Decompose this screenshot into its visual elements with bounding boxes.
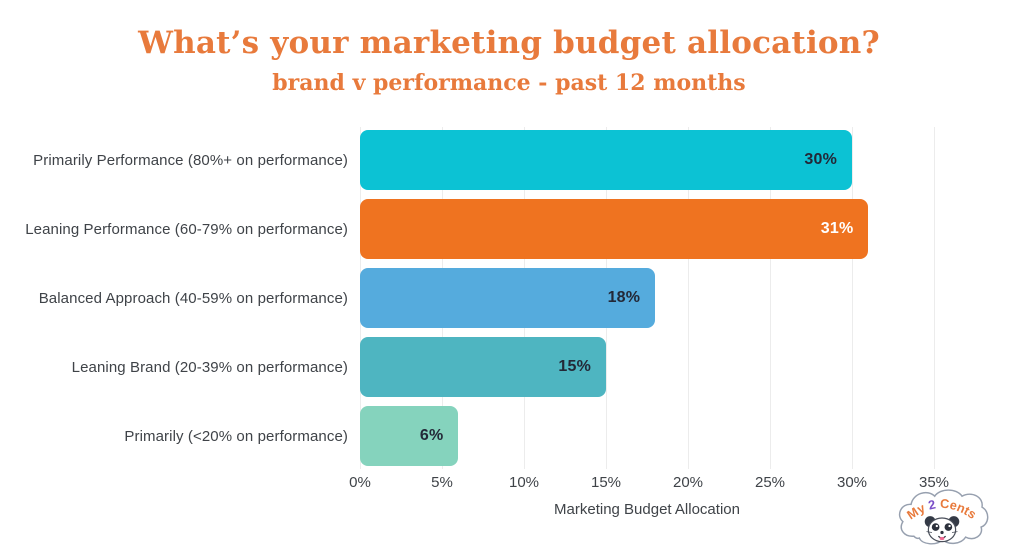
gridline — [934, 127, 935, 469]
chart-row: Leaning Performance (60-79% on performan… — [0, 199, 1018, 259]
gridline — [688, 127, 689, 469]
bar-value-label: 6% — [419, 427, 444, 444]
x-tick-label: 0% — [349, 474, 371, 491]
chart-subtitle: brand v performance - past 12 months — [272, 69, 746, 96]
bar-value-label: 30% — [804, 151, 837, 168]
category-label: Primarily Performance (80%+ on performan… — [33, 151, 348, 169]
bar-track: 31% — [360, 199, 990, 259]
x-tick-label: 15% — [590, 474, 622, 491]
category-label: Leaning Performance (60-79% on performan… — [25, 220, 348, 238]
bar: 31% — [360, 199, 869, 259]
bar-track: 30% — [360, 130, 990, 190]
bar-value-label: 31% — [820, 220, 854, 237]
x-tick-label: 35% — [918, 474, 950, 491]
x-tick-label: 25% — [754, 474, 786, 491]
category-label: Balanced Approach (40-59% on performance… — [38, 289, 348, 307]
bar-track: 18% — [360, 268, 990, 328]
chart-row: Primarily Performance (80%+ on performan… — [0, 130, 1018, 190]
x-tick-label: 20% — [672, 474, 704, 491]
bar: 18% — [360, 268, 656, 328]
my-2-cents-logo: My 2 Cents — [892, 485, 992, 556]
bar-rows: Primarily Performance (80%+ on performan… — [0, 130, 1018, 466]
x-tick-label: 30% — [836, 474, 868, 491]
bar: 15% — [360, 337, 606, 397]
chart-row: Balanced Approach (40-59% on performance… — [0, 268, 1018, 328]
bar-value-label: 18% — [607, 289, 641, 306]
x-tick-label: 10% — [508, 474, 540, 491]
bar-chart: Primarily Performance (80%+ on performan… — [0, 127, 1018, 518]
x-axis: 0% 5% 10% 15% 20% 25% 30% 35% — [349, 474, 990, 494]
chart-header: What’s your marketing budget allocation?… — [0, 0, 1018, 96]
bar-track: 15% — [360, 337, 990, 397]
bar: 6% — [360, 406, 459, 466]
gridline — [770, 127, 771, 469]
x-tick-label: 5% — [431, 474, 453, 491]
logo-graphic: My 2 Cents — [898, 489, 989, 545]
mascot-face-icon — [924, 516, 960, 543]
cloud-shape — [898, 489, 989, 545]
chart-row: Primarily (<20% on performance) 6% — [0, 406, 1018, 466]
category-label: Leaning Brand (20-39% on performance) — [71, 358, 348, 376]
bar-track: 6% — [360, 406, 990, 466]
bar: 30% — [360, 130, 852, 190]
category-label: Primarily (<20% on performance) — [124, 427, 348, 445]
gridline — [852, 127, 853, 469]
x-axis-label: Marketing Budget Allocation — [554, 501, 740, 518]
chart-row: Leaning Brand (20-39% on performance) 15% — [0, 337, 1018, 397]
plot-area: Primarily Performance (80%+ on performan… — [0, 127, 1018, 469]
chart-title: What’s your marketing budget allocation? — [138, 25, 880, 61]
bar-value-label: 15% — [558, 358, 591, 375]
